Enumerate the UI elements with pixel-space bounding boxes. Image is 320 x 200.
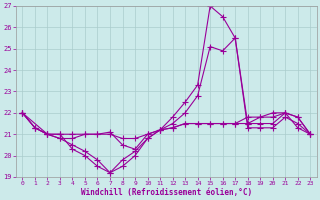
X-axis label: Windchill (Refroidissement éolien,°C): Windchill (Refroidissement éolien,°C) [81,188,252,197]
